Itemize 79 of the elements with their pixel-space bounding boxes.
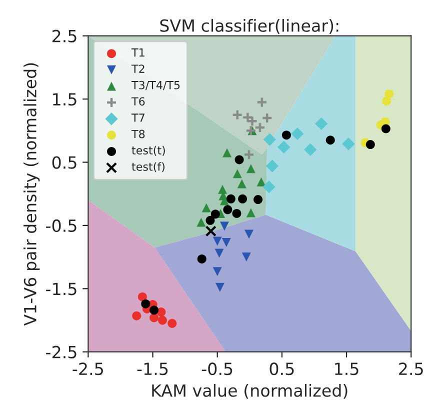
chart-title: SVM classifier(linear): — [160, 19, 338, 34]
point — [237, 179, 246, 188]
x-tick-label: -1.5 — [137, 362, 168, 376]
point — [262, 180, 276, 194]
point — [366, 140, 375, 150]
point — [226, 194, 236, 204]
point — [220, 222, 229, 231]
point — [244, 230, 254, 239]
point — [254, 122, 266, 134]
point — [242, 112, 254, 123]
legend-label: test(f) — [132, 162, 164, 172]
point — [238, 194, 248, 204]
point — [222, 238, 231, 248]
point — [168, 318, 177, 328]
y-tick-label: 1.5 — [53, 93, 76, 106]
legend-label: T8 — [131, 130, 145, 138]
point — [242, 252, 251, 262]
point — [246, 116, 258, 127]
point — [138, 292, 147, 302]
point — [291, 127, 304, 140]
y-tick-label: -0.5 — [46, 219, 76, 232]
point — [381, 124, 390, 134]
y-tick-label: 0.5 — [52, 156, 76, 169]
point — [232, 169, 242, 178]
point — [314, 117, 328, 130]
point — [342, 138, 355, 150]
legend-label: T7 — [131, 114, 144, 122]
point — [212, 236, 222, 246]
point — [132, 311, 142, 320]
legend-label: T2 — [131, 64, 144, 73]
point — [210, 210, 220, 219]
y-tick-label: 2.5 — [52, 30, 76, 42]
point — [304, 143, 317, 156]
point — [197, 254, 206, 264]
y-tick-label: -1.5 — [46, 282, 76, 296]
legend-label: test(t) — [132, 146, 165, 156]
point — [222, 148, 232, 158]
x-tick-label: -0.5 — [202, 362, 232, 376]
point — [196, 218, 206, 227]
point — [150, 313, 159, 322]
x-tick-label: 2.5 — [399, 362, 423, 376]
point — [206, 216, 215, 225]
point — [243, 149, 255, 160]
point — [232, 109, 243, 120]
point — [158, 316, 167, 325]
point — [150, 306, 159, 315]
point — [212, 267, 222, 276]
point — [246, 164, 256, 174]
x-axis-title: KAM value (normalized) — [152, 384, 348, 399]
x-tick-label: 1.5 — [335, 362, 358, 376]
point — [234, 155, 244, 164]
point — [205, 226, 216, 237]
point — [278, 140, 290, 154]
point — [141, 299, 150, 308]
point — [254, 195, 263, 204]
point — [232, 208, 242, 218]
legend-label: T3/T4/T5 — [131, 80, 180, 90]
point — [326, 136, 335, 145]
legend-label: T6 — [131, 97, 145, 106]
legend-label: T1 — [131, 48, 144, 57]
point — [246, 208, 256, 218]
x-tick-label: 0.5 — [270, 362, 294, 376]
point — [214, 248, 224, 258]
point — [382, 96, 392, 106]
point — [202, 203, 211, 212]
point — [218, 184, 228, 194]
point — [215, 282, 224, 292]
y-tick-label: -2.5 — [46, 346, 76, 358]
point — [282, 130, 291, 140]
point — [256, 177, 266, 186]
point — [256, 96, 268, 108]
y-axis-title: V1-V6 pair density (normalized) — [24, 63, 40, 326]
point — [384, 89, 394, 98]
point — [223, 205, 232, 214]
point — [261, 112, 273, 124]
point — [263, 133, 276, 146]
point — [266, 160, 279, 172]
point — [245, 125, 257, 136]
x-tick-label: -2.5 — [72, 362, 103, 376]
